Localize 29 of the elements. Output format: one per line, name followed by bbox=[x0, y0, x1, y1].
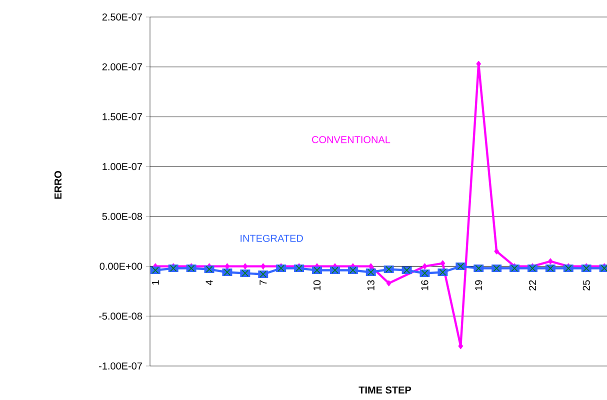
text: CONVENTIONAL bbox=[312, 136, 390, 144]
x-tick-label: 13 bbox=[367, 280, 374, 290]
point bbox=[368, 263, 374, 270]
x-tick-label: 4 bbox=[206, 280, 213, 286]
y-tick-label: -1.00E-07 bbox=[99, 362, 142, 370]
x-tick-label: 22 bbox=[528, 280, 536, 290]
point bbox=[386, 280, 392, 286]
point bbox=[548, 258, 553, 264]
x-axis-title: TIME STEP bbox=[358, 386, 412, 394]
point bbox=[440, 260, 446, 266]
x-tick-label: 25 bbox=[582, 280, 590, 290]
x-tick-label: 7 bbox=[260, 280, 267, 285]
x-tick-label: 16 bbox=[421, 280, 428, 290]
y-tick-label: 2.50E-07 bbox=[102, 13, 142, 21]
x-tick-label: 19 bbox=[475, 280, 482, 290]
y-tick-label: 5.00E-08 bbox=[102, 212, 142, 220]
y-tick-label: 1.00E-07 bbox=[102, 163, 142, 170]
point bbox=[224, 263, 230, 270]
point bbox=[260, 263, 266, 270]
x-tick-label: 10 bbox=[313, 280, 321, 290]
x-tick-label: 1 bbox=[152, 280, 159, 285]
point bbox=[494, 248, 499, 254]
y-tick-label: 1.50E-07 bbox=[102, 113, 142, 120]
point bbox=[422, 263, 428, 270]
y-tick-label: 0.00E+00 bbox=[100, 262, 142, 270]
text: INTEGRATED bbox=[240, 234, 303, 242]
y-tick-label: 2.00E-07 bbox=[102, 63, 142, 70]
y-tick-label: -5.00E-08 bbox=[99, 312, 142, 320]
y-axis-title: ERRO bbox=[54, 170, 62, 199]
